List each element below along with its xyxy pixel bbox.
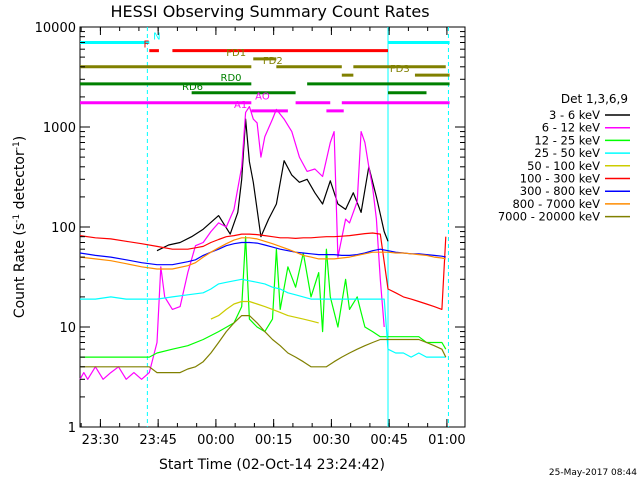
series-line-3 xyxy=(80,278,446,358)
series-line-2 xyxy=(80,236,447,358)
legend-label-6: 300 - 800 keV xyxy=(520,184,600,198)
y-axis-label-mid: detector xyxy=(12,150,28,214)
legend-label-5: 100 - 300 keV xyxy=(520,172,600,186)
legend-label-2: 12 - 25 keV xyxy=(534,133,600,147)
y-tick-label-3: 1000 xyxy=(43,121,76,136)
flag-label-fd3: FD3 xyxy=(390,64,410,75)
flag-label-fd1: FD1 xyxy=(226,48,246,59)
chart-title: HESSI Observing Summary Count Rates xyxy=(110,2,429,21)
y-tick-label-2: 100 xyxy=(51,221,76,236)
legend-label-3: 25 - 50 keV xyxy=(534,146,600,160)
x-tick-label-5: 00:45 xyxy=(370,433,407,448)
flag-label-ao: AO xyxy=(255,92,270,103)
x-tick-label-6: 01:00 xyxy=(428,433,465,448)
legend-label-1: 6 - 12 keV xyxy=(542,121,600,135)
x-tick-label-1: 23:45 xyxy=(139,433,176,448)
y-tick-label-4: 10000 xyxy=(35,21,76,36)
series-line-6 xyxy=(79,241,446,266)
series-line-5 xyxy=(79,232,447,310)
flag-label-a1: A1 xyxy=(234,100,247,111)
series-line-8 xyxy=(80,315,447,374)
flag-label-fd2: FD2 xyxy=(263,56,283,67)
legend-label-0: 3 - 6 keV xyxy=(549,108,600,122)
series-line-0 xyxy=(156,118,389,252)
y-axis-label-main: Count Rate (s xyxy=(12,223,28,318)
x-axis-label: Start Time (02-Oct-14 23:24:42) xyxy=(159,457,385,473)
legend-label-8: 7000 - 20000 keV xyxy=(498,210,600,224)
series-line-4 xyxy=(210,300,319,324)
flag-bars: NF FD1 FD2 FD3 RD0 RD6 AO A1 xyxy=(80,31,450,113)
y-axis-label: Count Rate (s-1 detector-1) xyxy=(12,136,28,318)
x-tick-label-0: 23:30 xyxy=(82,433,119,448)
series-lines xyxy=(79,106,447,380)
legend-label-7: 800 - 7000 keV xyxy=(512,197,600,211)
footer-date: 25-May-2017 08:44 xyxy=(549,468,637,478)
legend-title: Det 1,3,6,9 xyxy=(561,92,628,106)
y-axis-label-exp: -1 xyxy=(12,214,22,223)
x-tick-label-2: 00:00 xyxy=(197,433,234,448)
x-axis: 23:30 23:45 00:00 00:15 00:30 00:45 01:00 xyxy=(80,27,466,448)
legend-label-4: 50 - 100 keV xyxy=(527,159,600,173)
y-axis-label-exp2: -1 xyxy=(12,141,22,150)
flag-label-rd6: RD6 xyxy=(182,82,203,93)
y-tick-label-1: 10 xyxy=(59,321,76,336)
y-axis-label-end: ) xyxy=(12,136,28,141)
x-tick-label-4: 00:30 xyxy=(313,433,350,448)
series-line-7 xyxy=(79,237,446,270)
flag-label-f: F xyxy=(144,40,150,51)
y-axis: 1 10 100 1000 10000 xyxy=(35,21,465,436)
y-tick-label-0: 1 xyxy=(68,421,76,436)
x-tick-label-3: 00:15 xyxy=(255,433,292,448)
flag-label-n: N xyxy=(153,31,160,42)
series-line-1 xyxy=(79,106,385,380)
flag-label-rd0: RD0 xyxy=(221,73,242,84)
